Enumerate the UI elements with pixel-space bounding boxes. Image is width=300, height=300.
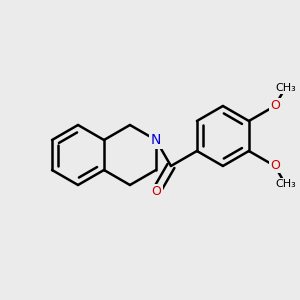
Text: O: O <box>270 160 280 172</box>
Text: O: O <box>270 100 280 112</box>
Text: O: O <box>151 185 161 199</box>
Text: CH₃: CH₃ <box>275 83 296 93</box>
Text: N: N <box>151 133 161 147</box>
Text: CH₃: CH₃ <box>275 179 296 189</box>
